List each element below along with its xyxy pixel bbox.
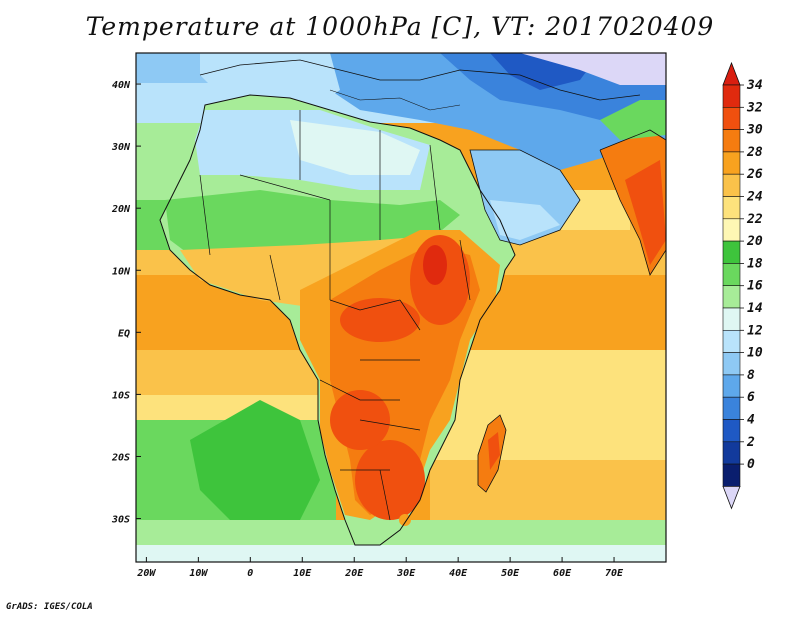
colorbar-label: 6	[747, 390, 755, 405]
south-africa-hot	[355, 440, 425, 520]
colorbar-swatch	[722, 218, 741, 242]
madagascar-hot	[488, 432, 500, 470]
india-coastline	[599, 129, 666, 276]
colorbar-swatch	[722, 329, 741, 353]
india-hot	[625, 160, 666, 265]
country-borders	[199, 110, 471, 521]
x-tick-label: 40E	[449, 568, 468, 579]
x-tick-label: 20W	[136, 568, 156, 579]
colorbar-label: 10	[747, 346, 763, 361]
sahara-cold-core	[290, 120, 420, 175]
colorbar-under-arrow	[722, 485, 741, 510]
colorbar-label: 24	[746, 190, 763, 205]
colorbar-label: 28	[746, 145, 763, 160]
colorbar-swatch	[722, 129, 741, 153]
colorbar-label: 14	[747, 301, 763, 316]
colorbar-label: 20	[746, 234, 763, 249]
colorbar-label: 30	[746, 123, 763, 138]
sahel-green	[165, 190, 460, 255]
colorbar-swatch	[722, 419, 741, 443]
colorbar-swatch	[722, 441, 741, 465]
colorbar-label: 22	[746, 212, 763, 227]
x-tick-label: 30E	[396, 568, 416, 579]
below-zero-region	[520, 53, 666, 85]
temperature-field	[136, 53, 666, 562]
colorbar-swatch	[722, 84, 741, 108]
europe-coastline	[199, 59, 641, 101]
indian-ocean-south-band	[430, 350, 666, 460]
colorbar-swatch	[722, 352, 741, 376]
colorbar-swatch	[722, 151, 741, 175]
south-sudan-hot	[340, 298, 420, 342]
axis-ticks: 20W 10W 0 10E 20E 30E 40E 50E 60E 70E 40N 30N 20N 10N…	[111, 80, 624, 579]
colorbar-swatch	[722, 285, 741, 309]
x-tick-label: 10E	[293, 568, 312, 579]
y-tick-label: 20S	[111, 452, 130, 463]
mediterranean-islands	[329, 89, 461, 111]
x-tick-label: 60E	[553, 568, 572, 579]
colorbar-label: 0	[747, 457, 755, 472]
x-tick-label: 50E	[501, 568, 520, 579]
y-tick-label: 30N	[111, 142, 131, 153]
credit-label: GrADS: IGES/COLA	[6, 602, 93, 612]
colorbar-swatch	[722, 263, 741, 286]
arabia-coastline	[469, 149, 581, 246]
arabia-south	[490, 200, 560, 240]
colorbar-swatch	[722, 374, 741, 398]
x-tick-label: 10W	[189, 568, 208, 579]
colorbar-swatch	[722, 173, 741, 197]
colorbar-label: 26	[746, 167, 763, 182]
colorbar-swatch	[722, 196, 741, 220]
y-tick-label: EQ	[118, 328, 130, 339]
lesotho-cool	[399, 514, 411, 526]
plot-frame	[135, 52, 667, 563]
y-tick-label: 40N	[112, 80, 131, 91]
colorbar-swatch	[722, 107, 741, 130]
colorbar-over-arrow	[722, 61, 741, 86]
x-tick-label: 20E	[344, 568, 364, 579]
colorbar-swatch	[722, 240, 741, 264]
y-tick-label: 10S	[112, 390, 130, 401]
colorbar-label: 12	[747, 323, 763, 338]
colorbar-swatch	[722, 307, 741, 331]
ethiopia-hottest	[423, 245, 447, 285]
colorbar-label: 2	[746, 435, 755, 450]
indian-ocean-south-band-2	[430, 460, 666, 520]
colorbar-swatch	[722, 463, 741, 487]
lake-victoria	[418, 330, 432, 348]
colorbar-label: 34	[746, 78, 763, 93]
colorbar-label: 32	[746, 100, 763, 115]
colorbar-label: 4	[747, 413, 755, 428]
colorbar-label: 8	[747, 368, 755, 383]
iberia-cool	[200, 53, 340, 110]
africa-coastline	[159, 94, 516, 546]
y-tick-label: 20N	[111, 204, 131, 215]
y-tick-label: 30S	[111, 515, 130, 526]
south-atlantic-band-1	[136, 350, 336, 400]
x-tick-label: 0	[247, 568, 253, 579]
colorbar-label: 18	[747, 256, 763, 271]
colorbar-label: 16	[747, 279, 763, 294]
x-tick-label: 70E	[605, 568, 624, 579]
southern-ocean-cold	[136, 545, 666, 562]
colorbar-swatch	[722, 396, 741, 420]
south-atlantic-cool-core	[190, 400, 320, 520]
chart-title: Temperature at 1000hPa [C], VT: 20170204…	[85, 12, 715, 41]
y-tick-label: 10N	[112, 266, 131, 277]
